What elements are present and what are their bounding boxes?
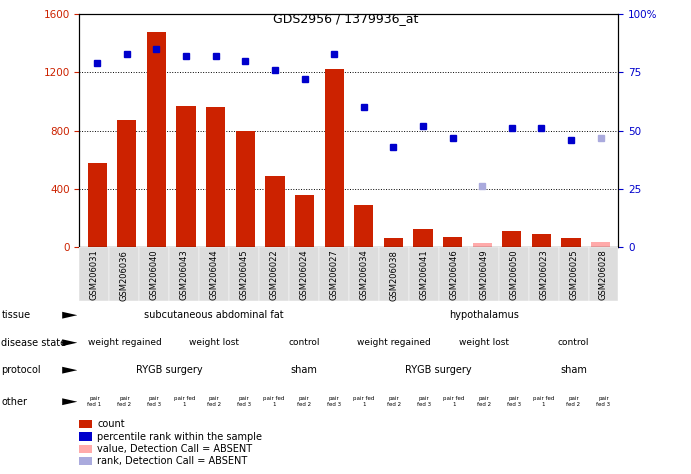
- Text: tissue: tissue: [1, 310, 30, 320]
- Bar: [295, 195, 314, 247]
- Bar: [499, 247, 529, 301]
- Bar: [413, 229, 433, 247]
- Text: pair
fed 3: pair fed 3: [417, 396, 431, 407]
- Text: weight lost: weight lost: [189, 338, 239, 347]
- Polygon shape: [62, 339, 77, 346]
- Bar: [169, 247, 199, 301]
- Bar: [199, 247, 229, 301]
- Bar: [468, 247, 499, 301]
- Text: GSM206034: GSM206034: [359, 250, 368, 301]
- Bar: [88, 163, 107, 247]
- Bar: [259, 247, 289, 301]
- Bar: [529, 247, 558, 301]
- Text: sham: sham: [560, 365, 587, 375]
- Text: weight regained: weight regained: [88, 338, 161, 347]
- Text: pair fed
1: pair fed 1: [443, 396, 464, 407]
- Bar: [117, 120, 136, 247]
- Text: pair fed
1: pair fed 1: [533, 396, 554, 407]
- Text: GSM206044: GSM206044: [209, 250, 219, 301]
- Bar: [229, 247, 259, 301]
- Text: pair
fed 3: pair fed 3: [237, 396, 252, 407]
- Text: pair
fed 2: pair fed 2: [477, 396, 491, 407]
- Text: disease state: disease state: [1, 337, 66, 348]
- Text: control: control: [288, 338, 320, 347]
- Text: pair
fed 2: pair fed 2: [207, 396, 221, 407]
- Text: percentile rank within the sample: percentile rank within the sample: [97, 431, 263, 442]
- Text: protocol: protocol: [1, 365, 41, 375]
- Text: pair
fed 3: pair fed 3: [596, 396, 611, 407]
- Bar: [354, 205, 373, 247]
- Text: weight regained: weight regained: [357, 338, 430, 347]
- Bar: [176, 106, 196, 247]
- Bar: [109, 247, 140, 301]
- Text: other: other: [1, 397, 28, 407]
- Text: GSM206043: GSM206043: [180, 250, 189, 301]
- Bar: [443, 237, 462, 247]
- Bar: [384, 238, 403, 247]
- Bar: [236, 131, 255, 247]
- Bar: [289, 247, 319, 301]
- Bar: [439, 247, 468, 301]
- Text: rank, Detection Call = ABSENT: rank, Detection Call = ABSENT: [97, 456, 247, 466]
- Text: pair
fed 1: pair fed 1: [87, 396, 102, 407]
- Text: pair
fed 2: pair fed 2: [117, 396, 131, 407]
- Text: GSM206049: GSM206049: [479, 250, 489, 301]
- Polygon shape: [62, 312, 77, 319]
- Text: pair
fed 2: pair fed 2: [567, 396, 580, 407]
- Text: pair
fed 3: pair fed 3: [147, 396, 162, 407]
- Polygon shape: [62, 367, 77, 374]
- Text: pair fed
1: pair fed 1: [353, 396, 375, 407]
- Text: GSM206038: GSM206038: [389, 250, 399, 301]
- Bar: [349, 247, 379, 301]
- Text: GSM206027: GSM206027: [330, 250, 339, 301]
- Bar: [319, 247, 349, 301]
- Text: weight lost: weight lost: [459, 338, 509, 347]
- Text: pair
fed 2: pair fed 2: [297, 396, 311, 407]
- Polygon shape: [62, 398, 77, 405]
- Text: RYGB surgery: RYGB surgery: [136, 365, 202, 375]
- Bar: [325, 70, 343, 247]
- Text: GSM206031: GSM206031: [90, 250, 99, 301]
- Bar: [558, 247, 589, 301]
- Text: pair
fed 3: pair fed 3: [507, 396, 521, 407]
- Text: pair
fed 3: pair fed 3: [327, 396, 341, 407]
- Bar: [532, 234, 551, 247]
- Bar: [140, 247, 169, 301]
- Text: pair fed
1: pair fed 1: [263, 396, 285, 407]
- Text: GSM206024: GSM206024: [299, 250, 309, 301]
- Text: pair fed
1: pair fed 1: [173, 396, 195, 407]
- Bar: [591, 242, 610, 247]
- Text: GSM206046: GSM206046: [449, 250, 458, 301]
- Text: sham: sham: [291, 365, 317, 375]
- Bar: [146, 32, 166, 247]
- Bar: [206, 107, 225, 247]
- Text: GSM206025: GSM206025: [569, 250, 578, 301]
- Bar: [379, 247, 409, 301]
- Text: GSM206040: GSM206040: [150, 250, 159, 301]
- Text: GSM206022: GSM206022: [269, 250, 278, 301]
- Text: count: count: [97, 419, 125, 429]
- Bar: [79, 247, 109, 301]
- Bar: [409, 247, 439, 301]
- Bar: [502, 231, 522, 247]
- Text: control: control: [558, 338, 589, 347]
- Text: GSM206028: GSM206028: [599, 250, 608, 301]
- Text: RYGB surgery: RYGB surgery: [406, 365, 472, 375]
- Text: value, Detection Call = ABSENT: value, Detection Call = ABSENT: [97, 444, 252, 454]
- Text: subcutaneous abdominal fat: subcutaneous abdominal fat: [144, 310, 284, 320]
- Text: GSM206041: GSM206041: [419, 250, 428, 301]
- Bar: [265, 176, 285, 247]
- Text: GSM206036: GSM206036: [120, 250, 129, 301]
- Text: GDS2956 / 1379936_at: GDS2956 / 1379936_at: [273, 12, 418, 25]
- Bar: [589, 247, 618, 301]
- Text: GSM206050: GSM206050: [509, 250, 518, 301]
- Text: GSM206045: GSM206045: [240, 250, 249, 301]
- Bar: [473, 243, 492, 247]
- Text: pair
fed 2: pair fed 2: [387, 396, 401, 407]
- Text: GSM206023: GSM206023: [539, 250, 548, 301]
- Bar: [561, 238, 580, 247]
- Text: hypothalamus: hypothalamus: [448, 310, 519, 320]
